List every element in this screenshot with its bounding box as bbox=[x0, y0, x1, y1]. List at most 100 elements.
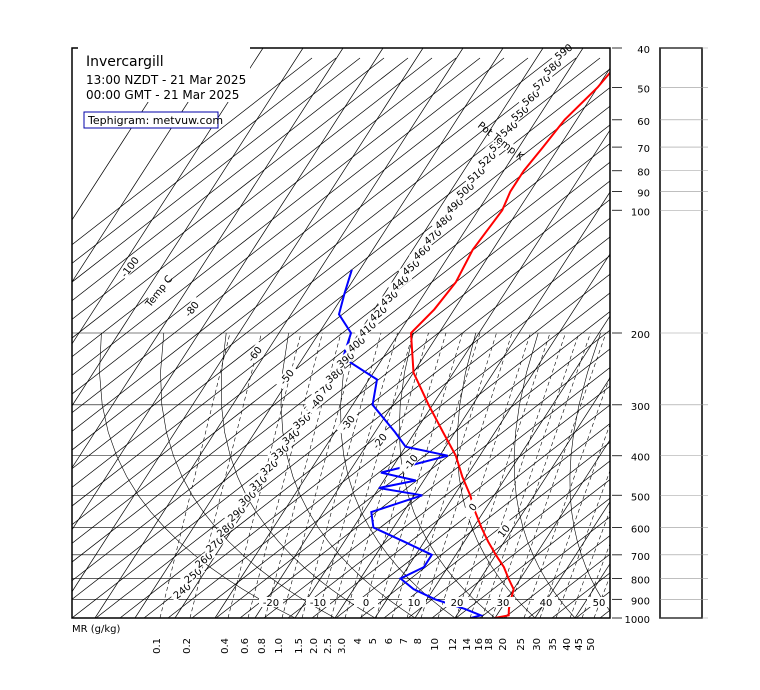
saturated-adiabat-30 bbox=[513, 332, 576, 618]
temp-diag-label--20-bg bbox=[368, 428, 391, 454]
mr-label-0.1: 0.1 bbox=[152, 638, 163, 654]
isentrope-line bbox=[696, 58, 760, 618]
pressure-label-100: 100 bbox=[631, 207, 650, 218]
temp-bottom-label-0: 0 bbox=[363, 598, 369, 609]
mr-label-2.0: 2.0 bbox=[309, 638, 320, 654]
isentrope-line bbox=[72, 180, 610, 600]
mixing-ratio-line bbox=[420, 332, 513, 618]
mr-label-30: 30 bbox=[532, 638, 543, 651]
pressure-label-80: 80 bbox=[637, 168, 650, 179]
pressure-label-300: 300 bbox=[631, 402, 650, 413]
isentrope-line bbox=[72, 57, 385, 302]
isentrope-line bbox=[383, 441, 610, 618]
mr-axis-labels: 0.1 0.2 0.4 0.6 0.8 1.0 1.5 2.0 2.5 3.0 4 5 6 7 8 10 12 1… bbox=[152, 638, 597, 654]
isentrope-line bbox=[72, 105, 610, 526]
mr-label-7: 7 bbox=[399, 638, 410, 644]
isentrope-line bbox=[72, 57, 601, 470]
temp-bottom-label--20: -20 bbox=[263, 598, 279, 609]
dewpoint-series bbox=[337, 269, 484, 618]
mixing-ratio-line bbox=[555, 469, 610, 618]
temp-axis-title-bg bbox=[147, 278, 170, 304]
isentrope-line bbox=[263, 348, 610, 618]
pot-temp-axis-label-bg bbox=[488, 129, 514, 152]
isotherm--60 bbox=[214, 48, 584, 618]
temp-bottom-label--10-bg bbox=[306, 597, 330, 607]
saturated-adiabat-20 bbox=[457, 332, 536, 618]
saturated-adiabat--40 bbox=[99, 332, 296, 618]
isentrope-line bbox=[575, 591, 610, 618]
mixing-ratio-line bbox=[247, 332, 323, 618]
isotherm--120 bbox=[72, 48, 344, 469]
saturated-adiabat--30 bbox=[160, 332, 336, 618]
temp-bottom-label-20-bg bbox=[445, 597, 469, 607]
isotherm--140 bbox=[72, 48, 264, 345]
isentrope-line bbox=[191, 292, 610, 618]
mr-label-2.5: 2.5 bbox=[323, 638, 334, 654]
isotherm--130 bbox=[72, 48, 304, 407]
isotherm-20 bbox=[534, 501, 610, 618]
isentrope-line bbox=[720, 58, 760, 618]
isentrope-line bbox=[167, 273, 610, 618]
isotherm--50 bbox=[254, 67, 610, 618]
isentrope-line bbox=[287, 367, 610, 618]
temp-diag-label-10-bg bbox=[492, 518, 515, 544]
time-gmt: 00:00 GMT - 21 Mar 2025 bbox=[86, 88, 239, 102]
mixing-ratio-line bbox=[375, 332, 463, 618]
source-label: Tephigram: metvuw.com bbox=[87, 114, 223, 127]
source-box bbox=[83, 111, 219, 129]
isotherm-10 bbox=[494, 439, 610, 618]
pressure-label-1000: 1000 bbox=[625, 615, 650, 626]
isotherm--30 bbox=[334, 191, 610, 618]
mixing-ratio-line bbox=[437, 332, 531, 618]
isentrope-line bbox=[311, 385, 610, 618]
mr-label-1.0: 1.0 bbox=[274, 638, 285, 654]
header-backdrop bbox=[78, 40, 250, 102]
saturated-adiabat-40 bbox=[569, 332, 610, 612]
isotherm--90 bbox=[94, 48, 464, 618]
mr-label-45: 45 bbox=[574, 638, 585, 651]
isentrope-line bbox=[431, 479, 610, 618]
isentrope-line bbox=[407, 460, 610, 618]
mr-label-3.0: 3.0 bbox=[337, 638, 348, 654]
isentrope-line bbox=[72, 57, 577, 451]
mr-label-50: 50 bbox=[586, 638, 597, 651]
temp-bottom-label-40: 40 bbox=[540, 598, 553, 609]
mr-label-10: 10 bbox=[430, 638, 441, 651]
temp-diag-label--60-bg bbox=[243, 341, 266, 367]
temp-diag-label-0-bg bbox=[461, 494, 484, 520]
isotherm--110 bbox=[72, 48, 384, 531]
temp-bottom-label-10-bg bbox=[402, 597, 426, 607]
temp-axis-title: Temp C bbox=[143, 274, 175, 311]
mixing-ratio-line bbox=[455, 332, 551, 618]
isentrope-line bbox=[95, 217, 610, 618]
isotherm-lines bbox=[72, 48, 610, 618]
saturated-adiabat-10 bbox=[398, 332, 496, 618]
temp-bottom-label-50: 50 bbox=[593, 598, 606, 609]
mixing-ratio-line bbox=[406, 332, 497, 618]
isentrope-line bbox=[72, 199, 610, 618]
isentrope-line bbox=[72, 57, 409, 320]
temp-bottom-label-30: 30 bbox=[497, 598, 510, 609]
isentrope-line bbox=[72, 161, 610, 582]
mixing-ratio-line bbox=[344, 332, 429, 618]
mixing-ratio-line bbox=[281, 332, 360, 618]
pressure-label-900: 900 bbox=[631, 596, 650, 607]
isotherm-0 bbox=[454, 377, 610, 618]
mixing-ratio-line bbox=[505, 332, 607, 618]
temp-diag-label--10-bg bbox=[399, 449, 422, 475]
isentrope-line bbox=[239, 329, 610, 618]
temp-diag-label--100-bg bbox=[118, 254, 141, 280]
pressure-label-800: 800 bbox=[631, 575, 650, 586]
mr-label-0.4: 0.4 bbox=[220, 638, 231, 654]
temp-bottom-label-50-bg bbox=[587, 597, 611, 607]
isotherm--40 bbox=[294, 129, 610, 618]
isentrope-line bbox=[143, 255, 610, 618]
isentrope-line bbox=[551, 572, 610, 618]
mixing-ratio-line bbox=[581, 542, 610, 618]
pressure-label-400: 400 bbox=[631, 453, 650, 464]
isotherm--10 bbox=[414, 315, 610, 618]
pressure-axis: 40 50 60 70 80 90 100 200 300 400 500 600 700 800 900 1… bbox=[612, 45, 708, 626]
temp-bottom-label--20-bg bbox=[259, 597, 283, 607]
isentrope-line bbox=[72, 57, 457, 358]
